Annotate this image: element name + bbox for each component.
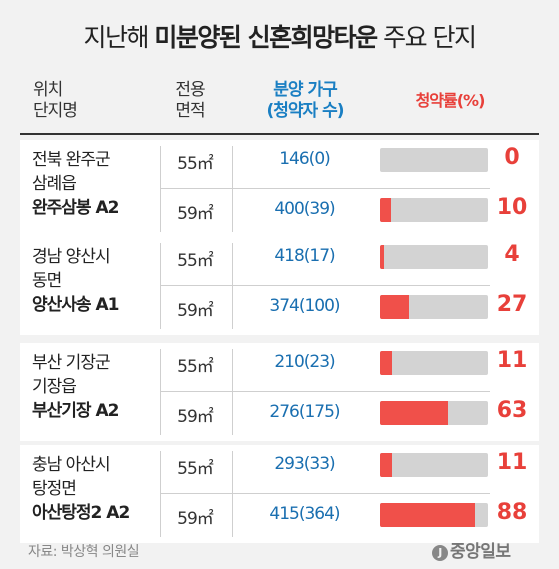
- header-units-l1: 분양 가구: [273, 80, 337, 100]
- header-area-l2: 면적: [175, 101, 205, 121]
- area-cell: 55㎡: [177, 357, 214, 377]
- column-divider: [160, 451, 161, 537]
- rate-bar-track: [380, 245, 488, 269]
- district-label: 기장읍: [32, 377, 77, 397]
- units-cell: 210(23): [274, 352, 335, 372]
- column-divider: [232, 349, 233, 435]
- rate-bar-track: [380, 351, 488, 375]
- area-cell: 55㎡: [177, 154, 214, 174]
- complex-name: 아산탕정2 A2: [32, 503, 130, 523]
- header-area: 전용 면적: [160, 80, 220, 122]
- column-divider: [160, 243, 161, 329]
- area-cell: 55㎡: [177, 459, 214, 479]
- complex-name: 양산사송 A1: [32, 295, 119, 315]
- header-rate: 청약률(%): [415, 91, 486, 110]
- header-divider: [20, 133, 539, 135]
- units-cell: 400(39): [274, 199, 335, 219]
- publisher-logo: J 중앙일보: [432, 537, 511, 562]
- area-cell: 59㎡: [177, 407, 214, 427]
- header-location: 위치 단지명: [33, 80, 78, 122]
- rate-bar: [380, 453, 392, 477]
- complex-name: 부산기장 A2: [32, 401, 119, 421]
- area-cell: 55㎡: [177, 251, 214, 271]
- column-divider: [232, 451, 233, 537]
- logo-mark: J: [432, 545, 448, 561]
- district-label: 동면: [32, 271, 62, 291]
- header-units-l2: (청약자 수): [266, 101, 344, 121]
- rate-bar-track: [380, 401, 488, 425]
- units-cell: 374(100): [269, 296, 340, 316]
- column-divider: [160, 146, 161, 232]
- rate-bar-track: [380, 453, 488, 477]
- rate-bar: [380, 503, 475, 527]
- region-label: 경남 양산시: [32, 247, 111, 267]
- rate-value: 27: [496, 292, 528, 317]
- area-cell: 59㎡: [177, 301, 214, 321]
- rate-bar: [380, 351, 392, 375]
- rate-bar: [380, 295, 409, 319]
- title-tail: 주요 단지: [383, 23, 477, 52]
- region-label: 부산 기장군: [32, 353, 111, 373]
- rate-bar: [380, 245, 384, 269]
- title-bold: 미분양된 신혼희망타운: [154, 23, 378, 52]
- row-divider: [160, 391, 490, 392]
- rate-bar-track: [380, 198, 488, 222]
- rate-bar: [380, 401, 448, 425]
- column-divider: [160, 349, 161, 435]
- units-cell: 276(175): [269, 402, 340, 422]
- region-label: 전북 완주군: [32, 150, 111, 170]
- header-units: 분양 가구 (청약자 수): [240, 80, 370, 122]
- rate-bar-track: [380, 295, 488, 319]
- units-cell: 415(364): [269, 504, 340, 524]
- header-area-l1: 전용: [175, 80, 205, 100]
- row-divider: [160, 493, 490, 494]
- area-cell: 59㎡: [177, 509, 214, 529]
- rate-bar-track: [380, 148, 488, 172]
- source-note: 자료: 박상혁 의원실: [28, 544, 140, 560]
- column-divider: [232, 243, 233, 329]
- rate-value: 63: [496, 398, 528, 423]
- rate-value: 10: [496, 195, 528, 220]
- area-cell: 59㎡: [177, 204, 214, 224]
- row-divider: [160, 285, 490, 286]
- rate-bar-track: [380, 503, 488, 527]
- rate-value: 88: [496, 500, 528, 525]
- units-cell: 146(0): [279, 149, 331, 169]
- complex-name: 완주삼봉 A2: [32, 198, 119, 218]
- title-plain: 지난해: [83, 23, 149, 52]
- header-location-l2: 단지명: [33, 101, 78, 121]
- units-cell: 418(17): [274, 246, 335, 266]
- rate-value: 4: [504, 242, 520, 267]
- row-divider: [160, 188, 490, 189]
- district-label: 탕정면: [32, 479, 77, 499]
- region-label: 충남 아산시: [32, 455, 111, 475]
- chart-title: 지난해 미분양된 신혼희망타운 주요 단지: [0, 18, 559, 54]
- rate-value: 0: [504, 145, 520, 170]
- district-label: 삼례읍: [32, 174, 77, 194]
- rate-value: 11: [496, 450, 528, 475]
- column-divider: [232, 146, 233, 232]
- logo-text: 중앙일보: [450, 542, 511, 562]
- rate-value: 11: [496, 348, 528, 373]
- header-location-l1: 위치: [33, 80, 63, 100]
- rate-bar: [380, 198, 391, 222]
- units-cell: 293(33): [274, 454, 335, 474]
